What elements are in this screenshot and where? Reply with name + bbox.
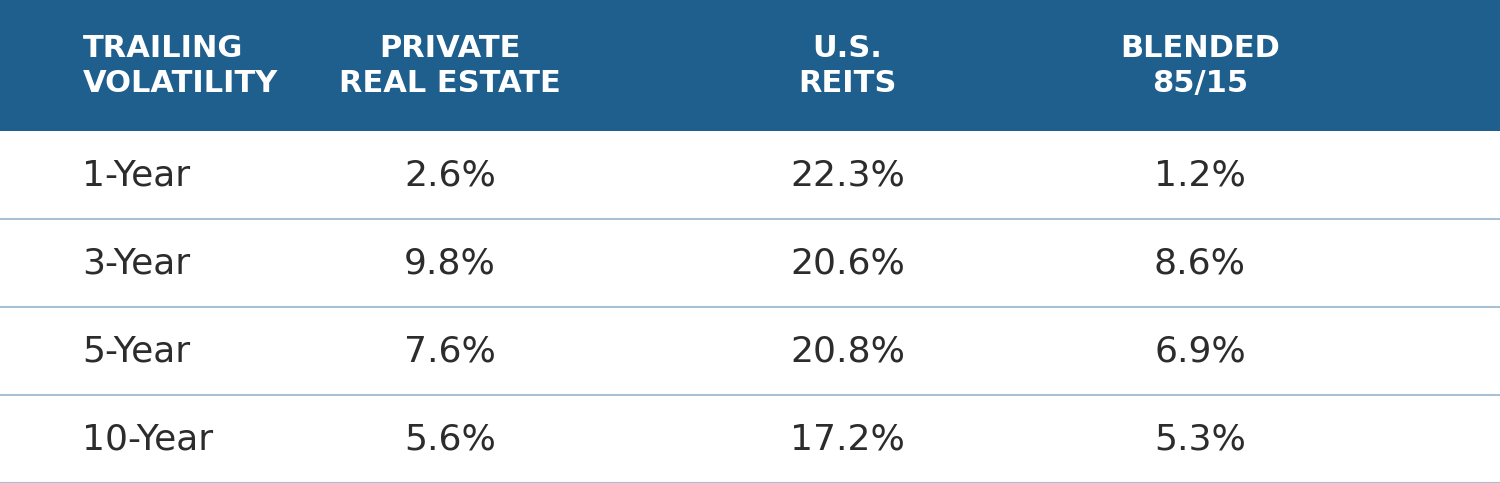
Text: 20.6%: 20.6% [790,246,904,280]
Text: 3-Year: 3-Year [82,246,190,280]
Text: 8.6%: 8.6% [1154,246,1246,280]
Text: TRAILING
VOLATILITY: TRAILING VOLATILITY [82,34,278,98]
Text: 10-Year: 10-Year [82,422,213,456]
Text: U.S.
REITS: U.S. REITS [798,34,897,98]
Text: 2.6%: 2.6% [404,158,496,192]
Text: 6.9%: 6.9% [1154,334,1246,368]
Text: 17.2%: 17.2% [790,422,904,456]
Text: 7.6%: 7.6% [404,334,496,368]
Text: 9.8%: 9.8% [404,246,496,280]
Text: PRIVATE
REAL ESTATE: PRIVATE REAL ESTATE [339,34,561,98]
Text: 5-Year: 5-Year [82,334,190,368]
Text: BLENDED
85/15: BLENDED 85/15 [1120,34,1280,98]
Text: 1.2%: 1.2% [1154,158,1246,192]
Text: 22.3%: 22.3% [790,158,904,192]
Text: 1-Year: 1-Year [82,158,190,192]
Bar [0,0,1500,131]
Text: 5.6%: 5.6% [404,422,496,456]
Text: 5.3%: 5.3% [1154,422,1246,456]
Text: 20.8%: 20.8% [790,334,904,368]
